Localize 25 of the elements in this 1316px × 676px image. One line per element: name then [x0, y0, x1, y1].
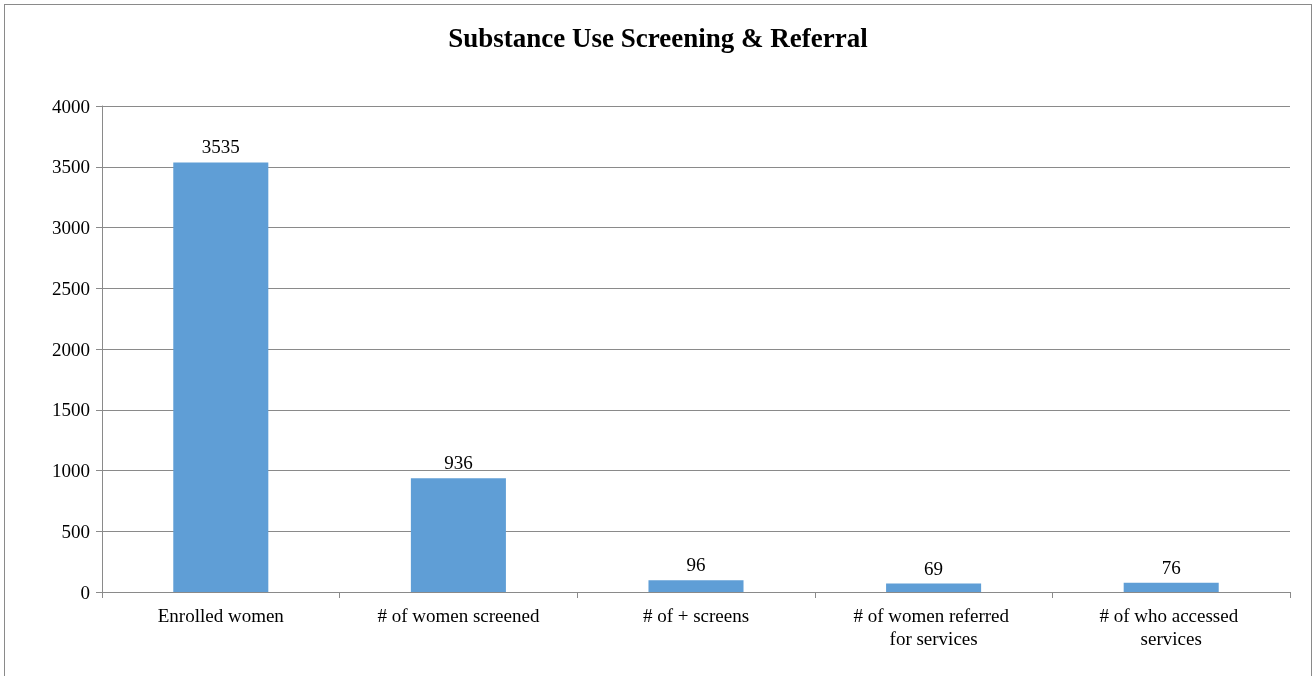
data-label: 3535 — [201, 136, 240, 158]
y-tick-label: 4000 — [52, 95, 90, 117]
x-tick-label: # of women referred for services — [853, 605, 1014, 649]
y-tick-label: 3000 — [52, 217, 90, 238]
y-tick-label: 1500 — [52, 399, 90, 421]
data-label: 936 — [444, 452, 473, 474]
y-tick-label: 2000 — [52, 338, 90, 360]
data-label: 69 — [924, 557, 944, 579]
bar — [1123, 582, 1219, 592]
x-tick-label: # of women screened — [377, 605, 540, 626]
x-tick-label: Enrolled women — [157, 605, 285, 626]
bar — [410, 478, 506, 592]
x-tick-label: # of + screens — [642, 605, 750, 626]
bar — [648, 580, 744, 592]
bar — [886, 583, 982, 592]
data-label: 96 — [686, 554, 706, 576]
x-tick-label: # of who accessed services — [1099, 605, 1243, 649]
y-tick-label: 2500 — [52, 277, 90, 299]
bar — [173, 162, 269, 592]
chart-title: Substance Use Screening & Referral — [448, 22, 869, 53]
data-label: 76 — [1161, 556, 1181, 578]
y-tick-label: 500 — [61, 520, 90, 542]
y-tick-label: 3500 — [52, 156, 90, 178]
y-tick-label: 0 — [80, 581, 90, 603]
y-tick-label: 1000 — [52, 460, 90, 481]
